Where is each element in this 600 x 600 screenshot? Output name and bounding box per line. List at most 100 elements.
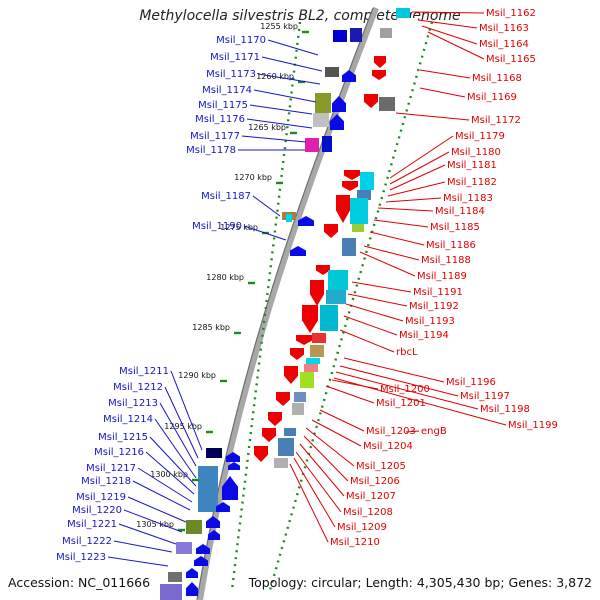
gene-block [294, 392, 306, 402]
reverse-gene-arrow [254, 446, 268, 462]
forward-gene-arrow [216, 502, 230, 512]
gene-block [320, 305, 338, 331]
leader-line [351, 281, 412, 293]
scale-label: 1305 kbp [136, 520, 174, 529]
gene-block [300, 372, 314, 388]
leader-line [253, 89, 317, 103]
leader-line [243, 225, 287, 241]
gene-block [186, 520, 202, 534]
gene-label-Msil_1180: Msil_1180 [451, 147, 501, 158]
gene-label-Msil_1174: Msil_1174 [202, 85, 252, 96]
leader-line [395, 112, 470, 121]
forward-gene-arrow [332, 96, 346, 112]
gene-label-Msil_1165: Msil_1165 [486, 54, 536, 65]
leader-line [299, 443, 345, 497]
reverse-gene-arrow [302, 305, 318, 333]
leader-line [249, 104, 313, 115]
forward-gene-arrow [206, 516, 220, 528]
gene-label-Msil_1201: Msil_1201 [376, 398, 426, 409]
leader-line [345, 303, 404, 322]
gene-label-Msil_1193: Msil_1193 [405, 316, 455, 327]
leader-line [145, 451, 195, 495]
gene-label-Msil_1220: Msil_1220 [72, 505, 122, 516]
gene-label-Msil_1173: Msil_1173 [206, 69, 256, 80]
reverse-gene-arrow [276, 392, 290, 406]
leader-line [325, 385, 375, 404]
gene-label-Msil_1163: Msil_1163 [479, 23, 529, 34]
leader-line [343, 357, 445, 383]
gene-label-Msil_1207: Msil_1207 [346, 491, 396, 502]
leader-line [389, 151, 450, 185]
gene-label-Msil_1170: Msil_1170 [216, 35, 266, 46]
leader-line [127, 496, 187, 523]
gene-label-Msil_1216: Msil_1216 [94, 447, 144, 458]
feature-layer [160, 8, 418, 600]
leader-line [113, 540, 173, 553]
gene-label-Msil_1196: Msil_1196 [446, 377, 496, 388]
scale-label: 1255 kbp [260, 22, 298, 31]
gene-label-Msil_1198: Msil_1198 [480, 404, 530, 415]
gene-block [168, 572, 182, 582]
reverse-gene-arrow [310, 280, 324, 306]
leader-line [305, 427, 355, 467]
gene-block [306, 358, 320, 364]
leader-line [132, 480, 191, 511]
reverse-gene-arrow [316, 265, 330, 275]
gene-block [278, 438, 294, 456]
leader-line [170, 370, 203, 451]
leader-line [343, 315, 398, 336]
leader-line [377, 207, 434, 212]
leader-line [261, 56, 323, 72]
forward-gene-arrow [194, 556, 208, 566]
gene-label-Msil_1172: Msil_1172 [471, 115, 521, 126]
leader-line [164, 386, 199, 459]
gene-block [404, 18, 418, 32]
leader-line [107, 556, 169, 567]
gene-label-Msil_1213: Msil_1213 [108, 398, 158, 409]
gene-label-Msil_1210: Msil_1210 [330, 537, 380, 548]
leader-line [421, 25, 478, 45]
reverse-gene-arrow [364, 94, 378, 108]
gene-block [342, 238, 356, 256]
leader-line [405, 430, 420, 433]
gene-label-Msil_1194: Msil_1194 [399, 330, 449, 341]
reverse-gene-arrow [268, 412, 282, 426]
leader-line [335, 371, 479, 410]
gene-block [198, 466, 218, 512]
gene-label-Msil_1176: Msil_1176 [195, 114, 245, 125]
leader-line [387, 181, 446, 197]
gene-block [357, 190, 371, 200]
gene-block [350, 28, 362, 42]
leader-line [419, 69, 471, 79]
gene-block [326, 290, 346, 304]
leader-line [331, 379, 379, 390]
gene-block [360, 172, 374, 190]
gene-label-Msil_1200: Msil_1200 [380, 384, 430, 395]
gene-block [160, 584, 182, 600]
gene-block [176, 542, 192, 554]
gene-label-Msil_1171: Msil_1171 [210, 52, 260, 63]
leader-line [149, 436, 197, 487]
gene-label-Msil_1217: Msil_1217 [86, 463, 136, 474]
gene-block [292, 403, 304, 415]
reverse-gene-arrow [324, 224, 338, 238]
scale-label: 1270 kbp [234, 173, 272, 182]
gene-label-Msil_1222: Msil_1222 [62, 536, 112, 547]
gene-label-Msil_1190: Msil_1190 [192, 221, 242, 232]
leader-line [154, 418, 197, 479]
gene-label-Msil_1179: Msil_1179 [455, 131, 505, 142]
gene-block [380, 28, 392, 38]
scale-label: 1280 kbp [206, 273, 244, 282]
gene-block [206, 448, 222, 458]
leader-line [319, 409, 365, 432]
leader-line [311, 419, 362, 447]
leader-line [303, 435, 349, 482]
gene-block [305, 138, 319, 152]
leader-line [417, 19, 478, 29]
scale-label: 1285 kbp [192, 323, 230, 332]
map-title: Methylocella silvestris BL2, complete ge… [139, 8, 461, 24]
scale-label: 1275 kbp [220, 223, 258, 232]
reverse-gene-arrow [344, 170, 360, 180]
gene-label-Msil_1177: Msil_1177 [190, 131, 240, 142]
